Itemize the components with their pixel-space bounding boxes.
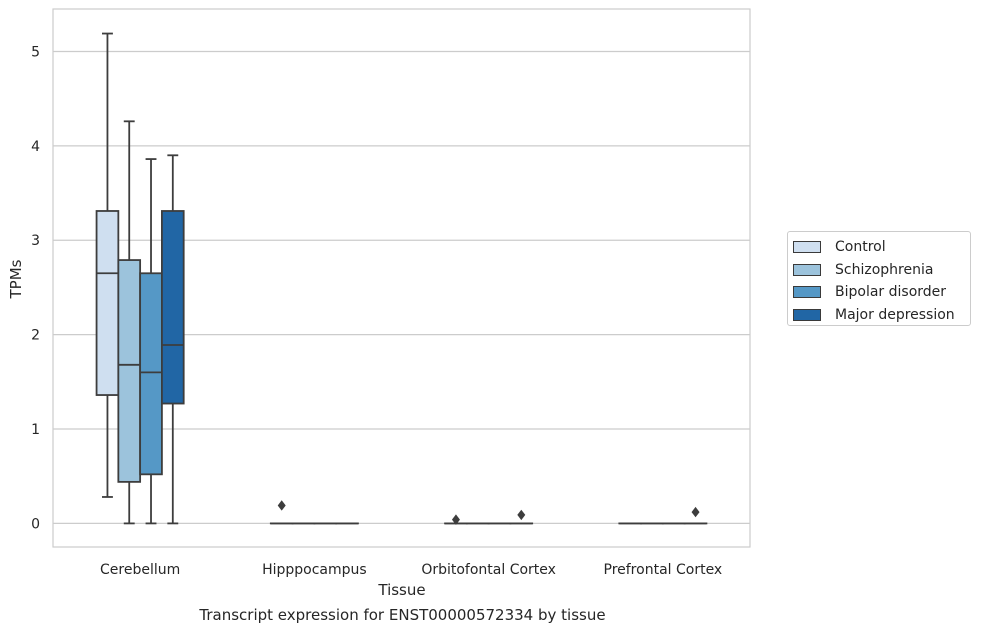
x-tick-label-orbitofontal-cortex: Orbitofontal Cortex [421, 562, 556, 578]
outlier-point [517, 509, 526, 521]
legend-label-bipolar-disorder: Bipolar disorder [835, 284, 947, 301]
box-series [95, 32, 708, 525]
y-tick-label-0: 0 [31, 516, 40, 532]
legend-label-major-depression: Major depression [835, 306, 955, 323]
legend-label-schizophrenia: Schizophrenia [835, 261, 934, 278]
box-major-depression-cerebellum [161, 154, 185, 525]
outlier-point [451, 514, 460, 525]
box-body [139, 272, 163, 476]
legend-item-control: Control [793, 236, 970, 259]
plot-frame [52, 8, 751, 548]
legend-item-schizophrenia: Schizophrenia [793, 259, 970, 282]
y-tick-label-4: 4 [31, 139, 40, 155]
box-major-depression-prefrontal-cortex [683, 506, 708, 525]
y-tick-label-1: 1 [31, 422, 40, 438]
x-tick-labels: Cerebellum Hipppocampus Orbitofontal Corte… [100, 562, 722, 578]
legend-swatch-bipolar-disorder [793, 286, 821, 299]
box-major-depression-orbitofontal-cortex [509, 509, 534, 525]
box-body [117, 259, 142, 483]
box-control-hipppocampus [269, 500, 294, 525]
y-axis-label: TPMs [7, 259, 25, 299]
legend-item-bipolar-disorder: Bipolar disorder [793, 281, 970, 304]
legend-label-control: Control [835, 239, 886, 256]
x-axis-label: Tissue [377, 581, 425, 599]
y-tick-label-2: 2 [31, 328, 40, 344]
legend-swatch-control [793, 241, 821, 254]
legend-swatch-schizophrenia [793, 263, 821, 276]
x-tick-label-hipppocampus: Hipppocampus [262, 562, 367, 578]
legend-swatch-major-depression [793, 308, 821, 321]
box-body [161, 210, 185, 405]
box-control-orbitofontal-cortex [444, 514, 468, 525]
y-tick-label-3: 3 [31, 233, 40, 249]
box-bipolar-disorder-cerebellum [139, 158, 163, 525]
y-tick-labels: 0 1 2 3 4 5 [31, 44, 40, 532]
legend-item-major-depression: Major depression [793, 304, 970, 327]
outlier-point [277, 500, 286, 511]
box-control-cerebellum [95, 32, 120, 498]
box-schizophrenia-cerebellum [117, 120, 142, 525]
legend: Control Schizophrenia Bipolar disorder M… [787, 231, 971, 326]
y-tick-label-5: 5 [31, 44, 40, 60]
x-tick-label-cerebellum: Cerebellum [100, 562, 180, 578]
x-tick-label-prefrontal-cortex: Prefrontal Cortex [604, 562, 723, 578]
box-body [95, 210, 120, 396]
chart-caption: Transcript expression for ENST0000057233… [199, 606, 606, 624]
outlier-point [691, 506, 700, 518]
